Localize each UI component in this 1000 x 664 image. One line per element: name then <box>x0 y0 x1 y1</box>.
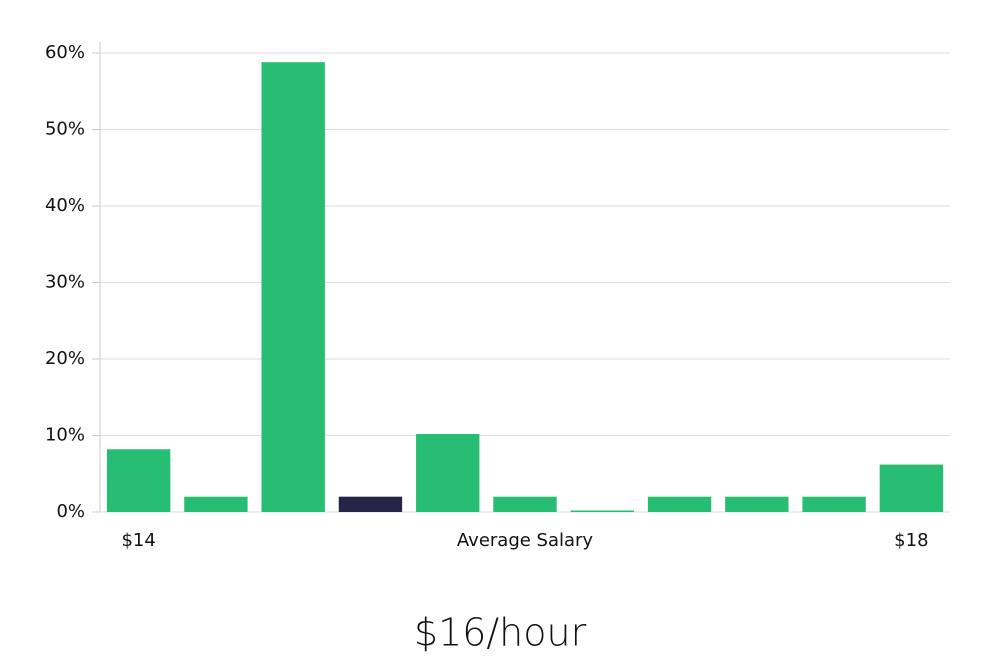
chart-subtitle: $16/hour <box>414 611 587 655</box>
bar <box>802 496 866 512</box>
y-tick-label: 50% <box>45 119 85 140</box>
x-tick-label: $14 <box>121 530 155 551</box>
x-axis-label: Average Salary <box>457 530 594 551</box>
y-tick-label: 40% <box>45 195 85 216</box>
y-tick-label: 0% <box>56 501 85 522</box>
y-tick-label: 10% <box>45 425 85 446</box>
bar <box>184 496 248 512</box>
bar <box>647 496 712 512</box>
bar <box>725 496 789 512</box>
y-tick-label: 60% <box>45 42 85 63</box>
y-tick-label: 20% <box>45 348 85 369</box>
bar <box>493 496 557 512</box>
bar <box>570 510 634 512</box>
bar <box>106 449 171 512</box>
y-tick-label: 30% <box>45 272 85 293</box>
bar <box>261 62 325 513</box>
bar <box>879 464 944 512</box>
bar <box>416 433 480 512</box>
bar <box>338 496 403 512</box>
x-tick-label: $18 <box>894 530 928 551</box>
